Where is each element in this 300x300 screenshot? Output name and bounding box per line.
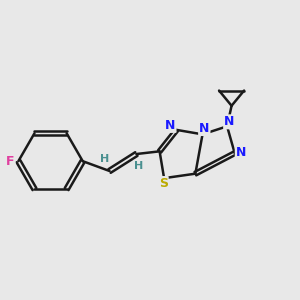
Text: F: F [6,155,15,168]
Text: N: N [236,146,246,159]
Text: H: H [134,160,143,171]
Text: S: S [159,177,168,190]
Text: N: N [199,122,209,135]
Text: N: N [165,119,175,132]
Text: N: N [224,115,235,128]
Text: H: H [100,154,110,164]
